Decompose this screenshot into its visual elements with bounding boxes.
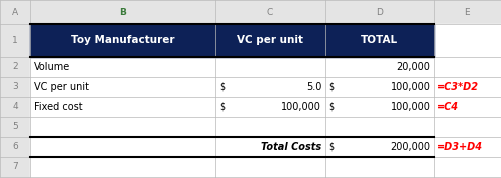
Text: 7: 7: [12, 162, 18, 171]
Text: TOTAL: TOTAL: [361, 35, 398, 46]
Text: 100,000: 100,000: [281, 102, 321, 112]
Bar: [30, 24, 434, 57]
Text: 2: 2: [12, 62, 18, 71]
Text: 1: 1: [12, 36, 18, 45]
Text: 5.0: 5.0: [306, 82, 321, 92]
Bar: [0, 0, 30, 177]
Bar: [434, 57, 501, 77]
Bar: [30, 77, 434, 97]
Bar: [30, 97, 434, 117]
Bar: [434, 97, 501, 117]
Text: 5: 5: [12, 122, 18, 131]
Text: Volume: Volume: [34, 62, 70, 72]
Text: $: $: [328, 102, 334, 112]
Text: $: $: [219, 82, 225, 92]
Text: $: $: [219, 102, 225, 112]
Text: =D3+D4: =D3+D4: [437, 142, 483, 152]
Text: A: A: [12, 7, 18, 17]
Text: =C4: =C4: [437, 102, 459, 112]
Text: B: B: [119, 7, 126, 17]
Bar: [434, 137, 501, 157]
Text: VC per unit: VC per unit: [237, 35, 303, 46]
Text: VC per unit: VC per unit: [34, 82, 89, 92]
Text: $: $: [328, 82, 334, 92]
Bar: [30, 57, 434, 77]
Text: 100,000: 100,000: [390, 82, 430, 92]
Text: 3: 3: [12, 82, 18, 91]
Bar: [434, 157, 501, 177]
Text: =C3*D2: =C3*D2: [437, 82, 479, 92]
Text: C: C: [267, 7, 273, 17]
Bar: [434, 24, 501, 57]
Text: Fixed cost: Fixed cost: [34, 102, 82, 112]
Bar: [30, 157, 434, 177]
Text: 4: 4: [12, 102, 18, 111]
Text: Toy Manufacturer: Toy Manufacturer: [71, 35, 174, 46]
Text: E: E: [464, 7, 470, 17]
Text: D: D: [376, 7, 383, 17]
Text: 100,000: 100,000: [390, 102, 430, 112]
Bar: [0, 0, 501, 24]
Text: 6: 6: [12, 142, 18, 151]
Text: 200,000: 200,000: [390, 142, 430, 152]
Bar: [30, 117, 434, 137]
Bar: [434, 117, 501, 137]
Text: $: $: [328, 142, 334, 152]
Text: Total Costs: Total Costs: [261, 142, 321, 152]
Bar: [30, 137, 434, 157]
Text: 20,000: 20,000: [396, 62, 430, 72]
Bar: [434, 77, 501, 97]
